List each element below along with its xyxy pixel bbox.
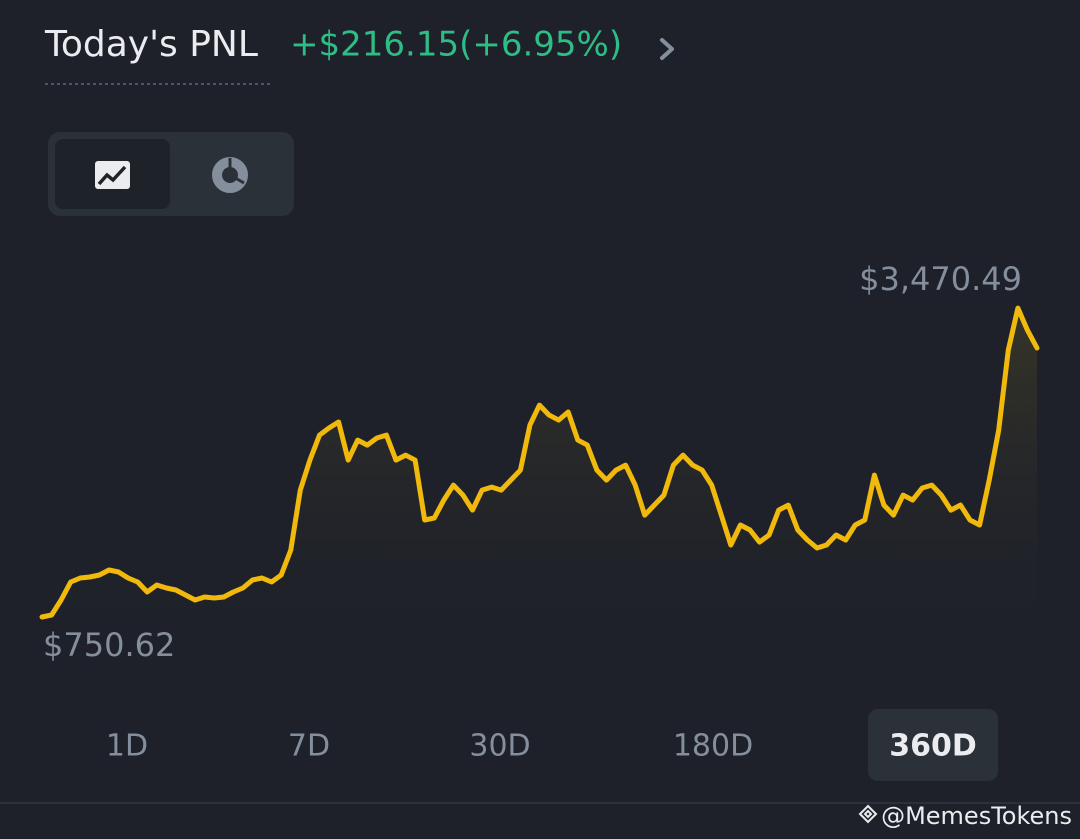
area-fill — [42, 308, 1037, 628]
range-tab[interactable]: 360D — [889, 729, 977, 764]
max-label: $3,470.49 — [859, 260, 1022, 298]
watermark-logo — [858, 804, 878, 824]
chevron[interactable] — [660, 38, 674, 60]
watermark: @MemesTokens — [881, 802, 1072, 830]
pnl-title[interactable]: Today's PNL — [44, 24, 258, 65]
pie-view-button[interactable] — [212, 157, 248, 193]
range-tab[interactable]: 180D — [673, 729, 753, 764]
line-icon — [95, 161, 130, 189]
range-tab[interactable]: 7D — [288, 729, 330, 764]
pnl-line — [39, 305, 1040, 620]
range-tabs: 1D 7D 30D 180D 360D — [106, 709, 998, 781]
pnl-value: +$216.15(+6.95%) — [290, 25, 622, 65]
line-icon-stroke — [97, 165, 127, 186]
selected-tab-bg — [868, 709, 998, 781]
range-tab[interactable]: 30D — [469, 729, 530, 764]
chart: $3,470.49 $750.62 — [39, 260, 1040, 664]
min-label: $750.62 — [43, 626, 175, 664]
pie-icon-cut — [228, 158, 245, 185]
range-tab[interactable]: 1D — [106, 729, 148, 764]
